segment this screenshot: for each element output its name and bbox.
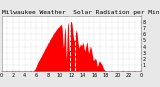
Text: Milwaukee Weather  Solar Radiation per Minute W/m² (Last 24 Hours): Milwaukee Weather Solar Radiation per Mi… [2, 9, 160, 15]
